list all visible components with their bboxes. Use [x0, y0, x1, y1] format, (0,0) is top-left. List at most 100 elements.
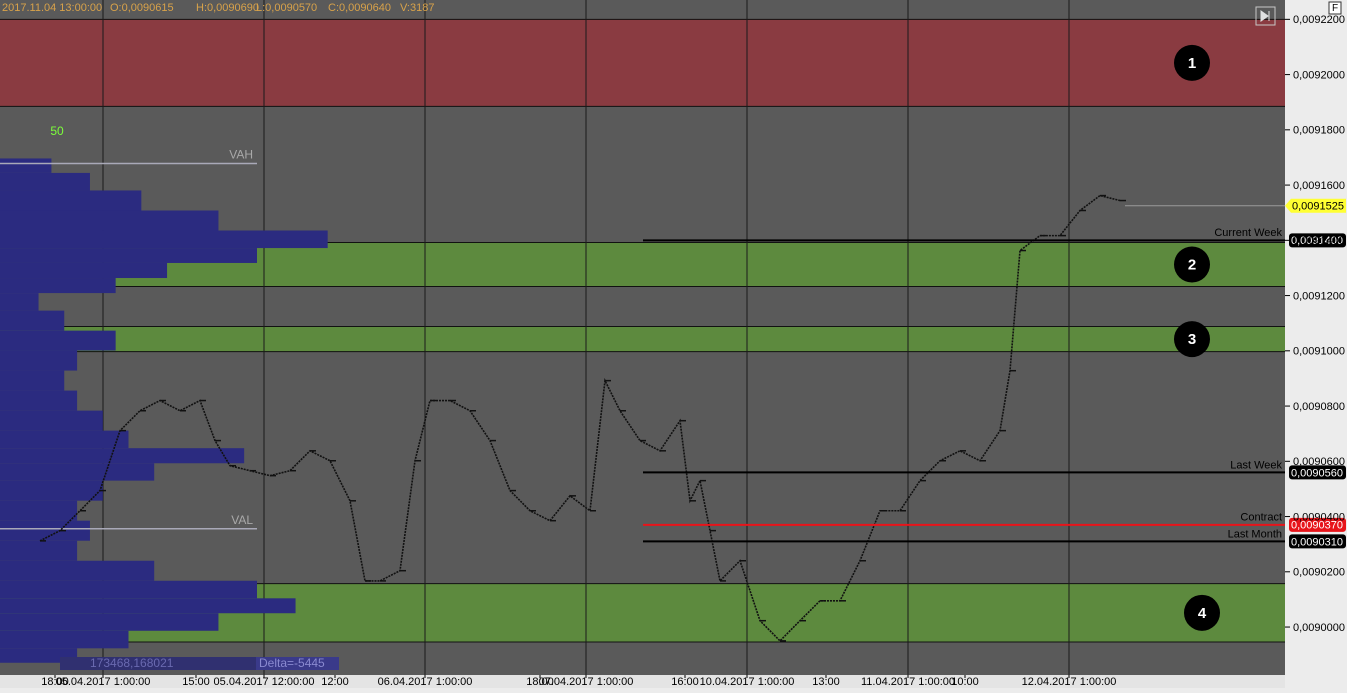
x-tick-label: 16:00 [671, 676, 699, 688]
scroll-end-button[interactable] [1255, 6, 1276, 26]
zone-badge [1174, 44, 1210, 81]
level-name: Current Week [1214, 227, 1282, 239]
y-tick-label: 0,0090400 [1293, 511, 1345, 523]
profile-bar [0, 370, 65, 391]
x-tick-label: 12:00 [321, 676, 349, 688]
x-tick-label: 18:00 [41, 676, 69, 688]
header-stat: C:0,0090640 [328, 2, 391, 14]
profile-bar [0, 350, 78, 371]
profile-bar [0, 430, 129, 449]
totals-volume: 173468,168021 [90, 656, 174, 670]
zone [0, 19, 1285, 107]
level-name: Contract [1240, 512, 1282, 524]
profile-bar [0, 330, 116, 351]
profile-bar [0, 158, 52, 173]
profile-bar [0, 172, 90, 191]
y-tick-label: 0,0091400 [1293, 235, 1345, 247]
y-tick-label: 0,0090000 [1293, 622, 1345, 634]
zone-badge [1184, 594, 1220, 631]
x-tick-label: 15:00 [182, 676, 210, 688]
x-tick-label: 10:00 [951, 676, 979, 688]
panel-button-label: F [1332, 3, 1338, 14]
profile-bar [0, 630, 129, 649]
header-stat: L:0,0090570 [256, 2, 317, 14]
zone-badge [1174, 246, 1210, 283]
level-name: Last Week [1230, 459, 1282, 471]
level-price-label: 0,0091400 [1291, 235, 1343, 247]
y-tick-label: 0,0091000 [1293, 346, 1345, 358]
profile-bar [0, 390, 78, 411]
level-price-box [1289, 517, 1346, 532]
profile-bar [0, 598, 296, 614]
level-price-box [1289, 233, 1346, 248]
last-price-box [1285, 198, 1346, 213]
zone-badge [1174, 321, 1210, 358]
value-area-label: VAL [231, 513, 253, 527]
profile-bar [0, 540, 78, 561]
header-stat: V:3187 [400, 2, 434, 14]
header-stat: H:0,0090690 [196, 2, 259, 14]
profile-bar [0, 448, 245, 464]
x-tick-label: 11.04.2017 1:00:00 [861, 676, 955, 688]
zone-number: 4 [1198, 605, 1207, 622]
x-tick-label: 10.04.2017 1:00:00 [700, 676, 795, 688]
value-area-label: VAH [229, 148, 253, 162]
x-tick-label: 13:00 [812, 676, 840, 688]
profile-bar [0, 293, 39, 311]
profile-bar [0, 580, 257, 599]
profile-bar [0, 410, 103, 431]
x-tick-label: 12.04.2017 1:00:00 [1022, 676, 1117, 688]
header-stat: O:0,0090615 [110, 2, 174, 14]
profile-bar [0, 210, 219, 231]
y-tick-label: 0,0091200 [1293, 290, 1345, 302]
profile-bar [0, 463, 155, 481]
level-price-box [1289, 534, 1346, 549]
zone-number: 2 [1188, 256, 1196, 273]
x-tick-label: 07.04.2017 1:00:00 [539, 676, 634, 688]
profile-bar [0, 648, 78, 663]
last-price-label: 0,0091525 [1292, 201, 1344, 213]
x-tick-label: 05.04.2017 12:00:00 [214, 676, 315, 688]
y-tick-label: 0,0091600 [1293, 180, 1345, 192]
y-tick-label: 0,0092000 [1293, 69, 1345, 81]
profile-bar [0, 278, 116, 294]
profile-bar [0, 560, 155, 581]
level-price-box [1289, 465, 1346, 480]
x-tick-label: 05.04.2017 1:00:00 [56, 676, 151, 688]
y-tick-label: 0,0090200 [1293, 567, 1345, 579]
profile-bar [0, 520, 90, 541]
totals-box [60, 657, 256, 670]
price-line [39, 194, 1121, 642]
totals-delta: Delta=-5445 [259, 656, 325, 670]
profile-bar [0, 480, 103, 501]
profile-bar [0, 262, 168, 279]
profile-bar [0, 230, 328, 249]
scroll-end-icon [1260, 10, 1270, 22]
x-tick-label: 06.04.2017 1:00:00 [378, 676, 473, 688]
time-axis-panel [0, 675, 1285, 688]
zone [0, 326, 1285, 352]
y-tick-label: 0,0090800 [1293, 401, 1345, 413]
profile-bar [0, 500, 78, 521]
zone-number: 1 [1188, 55, 1196, 72]
zone-number: 3 [1188, 331, 1196, 348]
annotation: 50 [50, 124, 64, 138]
level-price-label: 0,0090560 [1291, 467, 1343, 479]
y-tick-label: 0,0091800 [1293, 125, 1345, 137]
level-price-label: 0,0090310 [1291, 536, 1343, 548]
profile-bar [0, 310, 65, 331]
panel-button[interactable] [1328, 1, 1342, 15]
profile-bar [0, 190, 142, 211]
header-stat: 2017.11.04 13:00:00 [2, 2, 102, 14]
totals-box [256, 657, 339, 670]
y-tick-label: 0,0092200 [1293, 14, 1345, 26]
price-axis-panel [1285, 0, 1347, 688]
profile-bar [0, 613, 219, 631]
main-layer: VAH VAL 50 [0, 124, 1126, 663]
level-name: Last Month [1228, 528, 1282, 540]
profile-bar [0, 248, 257, 263]
y-tick-label: 0,0090600 [1293, 456, 1345, 468]
x-tick-label: 18:00 [526, 676, 554, 688]
